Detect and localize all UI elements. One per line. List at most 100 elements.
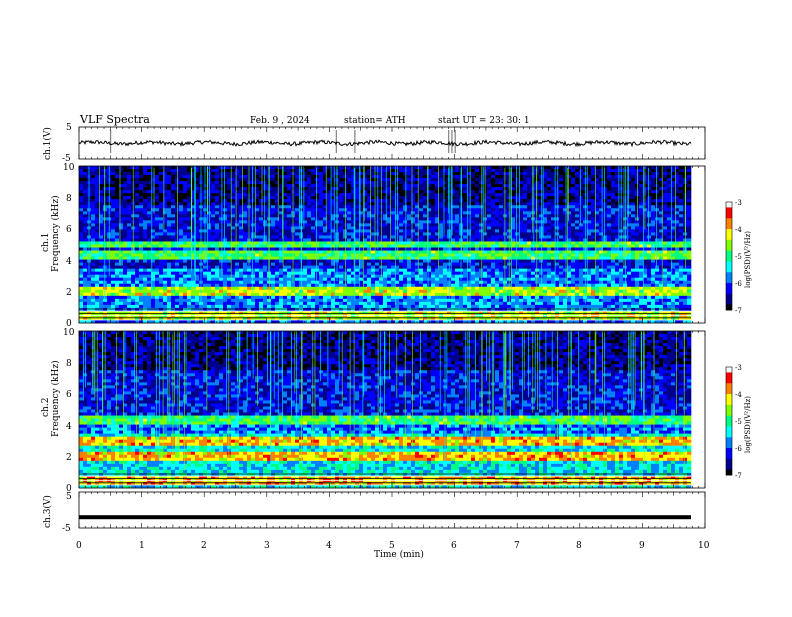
spectrogram-cell — [227, 208, 231, 211]
spectrogram-cell — [527, 226, 531, 229]
spectrogram-cell — [555, 248, 559, 251]
spectrogram-cell — [347, 166, 351, 169]
spectrogram-cell — [115, 229, 119, 232]
spectrogram-cell — [135, 217, 139, 220]
spectrogram-cell — [143, 178, 147, 181]
spectrogram-cell — [679, 187, 683, 190]
spectrogram-cell — [159, 217, 163, 220]
spectrogram-cell — [535, 187, 539, 190]
spectrogram-cell — [303, 238, 307, 241]
spectrogram-cell — [559, 205, 563, 208]
spectrogram-cell — [307, 229, 311, 232]
spectrogram-cell — [287, 263, 291, 266]
spectrogram-cell — [587, 190, 591, 193]
spectrogram-cell — [431, 238, 435, 241]
spectrogram-cell — [231, 248, 235, 251]
spectrogram-cell — [451, 184, 455, 187]
spectrogram-cell — [223, 257, 227, 260]
spectrogram-cell — [667, 214, 671, 217]
spectrogram-cell — [627, 241, 631, 244]
spectrogram-cell — [283, 241, 287, 244]
spectrogram-cell — [399, 254, 403, 257]
spectrogram-cell — [91, 223, 95, 226]
spectrogram-cell — [295, 220, 299, 223]
spectrogram-cell — [535, 217, 539, 220]
spectrogram-cell — [563, 193, 567, 196]
spectrogram-cell — [651, 187, 655, 190]
spectrogram-cell — [443, 241, 447, 244]
spectrogram-cell — [227, 175, 231, 178]
spectrogram-cell — [543, 229, 547, 232]
spectrogram-cell — [535, 184, 539, 187]
spectrogram-cell — [95, 260, 99, 263]
spectrogram-cell — [355, 251, 359, 254]
spectrogram-cell — [563, 175, 567, 178]
spectrogram-cell — [227, 172, 231, 175]
spectrogram-cell — [639, 193, 643, 196]
spectrogram-cell — [463, 199, 467, 202]
spectrogram-cell — [259, 184, 263, 187]
spectrogram-cell — [631, 172, 635, 175]
spectrogram-cell — [347, 245, 351, 248]
spectrogram-cell — [539, 257, 543, 260]
spectrogram-cell — [535, 220, 539, 223]
spectrogram-cell — [415, 220, 419, 223]
spectrogram-cell — [591, 193, 595, 196]
spectrogram-cell — [559, 229, 563, 232]
spectrogram-cell — [543, 184, 547, 187]
spectrogram-cell — [227, 184, 231, 187]
spectrogram-cell — [215, 208, 219, 211]
spectrogram-cell — [251, 223, 255, 226]
spectrogram-cell — [555, 202, 559, 205]
spectrogram-cell — [559, 202, 563, 205]
spectrogram-cell — [443, 257, 447, 260]
spectrogram-cell — [383, 260, 387, 263]
spectrogram-cell — [139, 169, 143, 172]
spectrogram-cell — [523, 260, 527, 263]
spectrogram-cell — [611, 184, 615, 187]
spectrogram-cell — [451, 190, 455, 193]
spectrogram-cell — [531, 184, 535, 187]
spectrogram-cell — [323, 202, 327, 205]
spectrogram-cell — [631, 248, 635, 251]
spectrogram-cell — [147, 217, 151, 220]
spectrogram-cell — [603, 187, 607, 190]
spectrogram-cell — [187, 190, 191, 193]
spectrogram-cell — [631, 184, 635, 187]
spectrogram-cell — [95, 196, 99, 199]
spectrogram-cell — [259, 202, 263, 205]
spectrogram-cell — [571, 257, 575, 260]
spectrogram-cell — [599, 208, 603, 211]
spectrogram-cell — [175, 226, 179, 229]
spectrogram-cell — [647, 245, 651, 248]
spectrogram-cell — [211, 223, 215, 226]
spectrogram-cell — [611, 229, 615, 232]
spectrogram-cell — [331, 175, 335, 178]
spectrogram-cell — [455, 248, 459, 251]
spectrogram-cell — [187, 245, 191, 248]
spectrogram-cell — [663, 251, 667, 254]
spectrogram-cell — [155, 169, 159, 172]
spectrogram-cell — [271, 208, 275, 211]
spectrogram-cell — [127, 245, 131, 248]
spectrogram-cell — [223, 193, 227, 196]
spectrogram-cell — [479, 241, 483, 244]
spectrogram-cell — [659, 223, 663, 226]
spectrogram-cell — [575, 208, 579, 211]
spectrogram-cell — [215, 199, 219, 202]
spectrogram-cell — [179, 223, 183, 226]
spectrogram-cell — [327, 175, 331, 178]
spectrogram-cell — [339, 223, 343, 226]
spectrogram-cell — [135, 254, 139, 257]
spectrogram-cell — [331, 214, 335, 217]
spectrogram-cell — [687, 208, 691, 211]
spectrogram-cell — [603, 220, 607, 223]
spectrogram-cell — [391, 263, 395, 266]
spectrogram-cell — [651, 220, 655, 223]
spectrogram-cell — [331, 226, 335, 229]
spectrogram-cell — [331, 229, 335, 232]
spectrogram-cell — [551, 248, 555, 251]
spectrogram-cell — [223, 187, 227, 190]
spectrogram-cell — [535, 199, 539, 202]
spectrogram-cell — [631, 193, 635, 196]
